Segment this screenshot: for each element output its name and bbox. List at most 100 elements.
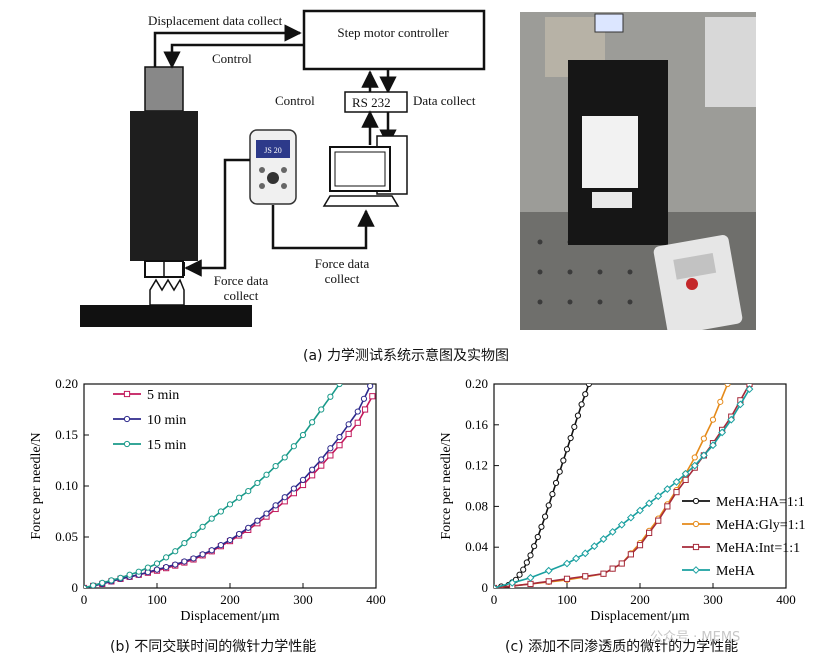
data-point — [90, 582, 97, 588]
data-point — [336, 442, 343, 449]
microneedle-array — [149, 278, 185, 306]
rs232-label: RS 232 — [352, 95, 391, 110]
data-point — [571, 423, 578, 430]
data-point — [608, 527, 617, 536]
series-2 — [494, 384, 753, 588]
data-point — [717, 398, 724, 405]
data-point — [572, 554, 581, 563]
data-point — [538, 523, 545, 530]
data-point — [263, 510, 270, 517]
x-tick-label: 100 — [147, 592, 167, 607]
y-tick-label: 0.20 — [465, 376, 488, 391]
series-3 — [494, 385, 754, 588]
data-point — [636, 542, 644, 549]
data-point — [582, 573, 589, 580]
y-tick-label: 0.20 — [55, 376, 78, 391]
data-point — [609, 565, 616, 572]
controller-label: Step motor controller — [337, 25, 449, 40]
computer-keyboard — [322, 195, 400, 207]
data-point — [581, 549, 590, 558]
data-point — [699, 451, 708, 460]
watermark: 公众号 · MEMS — [650, 630, 741, 645]
data-point — [135, 568, 142, 575]
data-point — [208, 547, 215, 554]
x-tick-label: 100 — [557, 592, 577, 607]
data-point — [636, 506, 644, 515]
data-point — [290, 485, 297, 492]
x-tick-label: 200 — [630, 592, 650, 607]
schematic-drawing: JS 20 — [80, 9, 486, 327]
data-point — [600, 570, 607, 577]
y-tick-label: 0.08 — [465, 498, 488, 513]
plot-frame — [493, 383, 787, 589]
x-axis-label: Displacement/μm — [180, 609, 279, 624]
legend-marker — [692, 543, 700, 551]
data-point — [585, 384, 592, 388]
y-tick-label: 0.16 — [465, 417, 488, 432]
data-point — [309, 472, 316, 479]
data-point — [217, 542, 224, 549]
controller-box — [302, 9, 486, 71]
x-tick-label: 200 — [220, 592, 240, 607]
data-point — [254, 479, 261, 487]
data-point — [299, 476, 307, 483]
data-point — [208, 515, 215, 522]
series-1 — [84, 384, 374, 588]
data-point — [172, 561, 179, 568]
x-axis-label: Displacement/μm — [590, 609, 689, 624]
data-point — [682, 476, 689, 483]
data-point — [318, 456, 325, 463]
data-point — [318, 406, 325, 413]
legend-label: MeHA:HA=1:1 — [716, 495, 805, 510]
y-tick-label: 0.05 — [55, 529, 78, 544]
data-point — [527, 580, 534, 588]
displacement-label: Displacement data collect — [148, 13, 283, 28]
data-point — [327, 393, 334, 400]
data-point — [520, 566, 527, 573]
data-point — [309, 466, 316, 473]
x-tick-label: 400 — [366, 592, 386, 607]
data-point — [531, 543, 538, 550]
data-point — [664, 503, 671, 510]
data-point — [299, 481, 307, 489]
data-point — [724, 384, 731, 388]
data-point — [190, 531, 197, 539]
data-point — [544, 566, 553, 575]
data-point — [673, 489, 680, 496]
data-point — [309, 419, 316, 426]
series-0 — [494, 384, 592, 588]
data-point — [360, 395, 368, 402]
series-line — [84, 395, 374, 588]
legend-label: MeHA:Gly=1:1 — [716, 518, 806, 533]
legend-label: MeHA:Int=1:1 — [716, 541, 800, 556]
x-tick-label: 0 — [81, 592, 88, 607]
data-point — [672, 478, 681, 486]
data-point — [190, 555, 197, 562]
gauge-reading: JS 20 — [264, 146, 282, 155]
data-point — [272, 502, 279, 509]
x-tick-label: 300 — [293, 592, 313, 607]
legend-marker — [692, 566, 700, 574]
y-tick-label: 0.15 — [55, 427, 78, 442]
y-tick-label: 0.12 — [465, 458, 488, 473]
legend-label: 10 min — [147, 413, 186, 428]
data-point — [153, 566, 161, 573]
computer-monitor — [334, 151, 386, 187]
data-point — [727, 415, 736, 424]
data-point — [690, 461, 699, 470]
series-0 — [84, 393, 376, 588]
data-point — [563, 575, 571, 582]
data-point — [645, 499, 654, 508]
data-point — [181, 558, 188, 565]
data-point — [336, 433, 343, 441]
legend-marker — [123, 440, 131, 448]
data-point — [172, 548, 179, 555]
data-point — [542, 513, 549, 520]
data-point — [508, 578, 517, 587]
data-point — [84, 584, 88, 588]
data-point — [163, 554, 170, 561]
data-point — [617, 520, 626, 529]
data-point — [263, 471, 270, 478]
data-point — [369, 393, 376, 400]
data-point — [494, 584, 498, 588]
